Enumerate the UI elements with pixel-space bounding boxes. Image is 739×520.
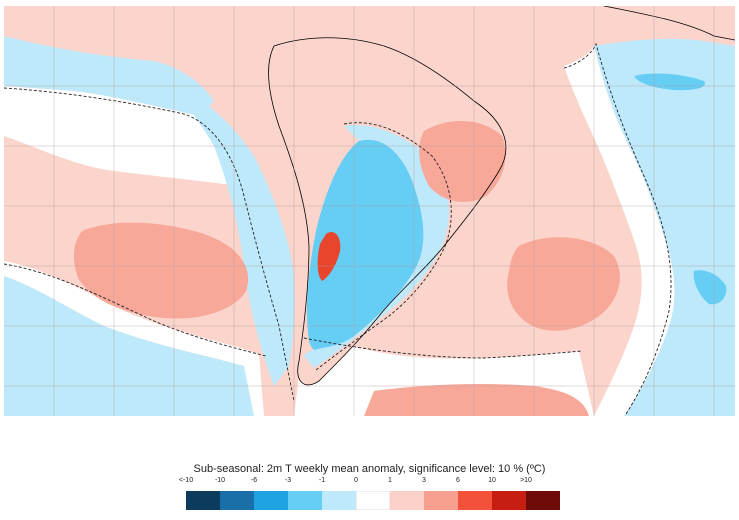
significance-contour-pacific [4, 87, 295, 402]
warm-region-atlantic [507, 237, 620, 331]
significance-contour-southwest [4, 263, 267, 357]
colorbar-swatch [322, 491, 356, 510]
colorbar-tick-label: -6 [250, 477, 258, 484]
cold-region-west-pacific [4, 36, 214, 116]
cold-region-south-america [306, 139, 424, 353]
warm-region-south-atlantic [364, 383, 589, 416]
significance-contour-atlantic [563, 42, 672, 415]
mid-cold-patch-east [693, 270, 727, 305]
colorbar-swatch [492, 491, 526, 510]
colorbar-title: Sub-seasonal: 2m T weekly mean anomaly, … [193, 463, 546, 475]
coastline-south-america [268, 37, 507, 386]
anomaly-map [4, 6, 735, 416]
neutral-band-pacific [4, 86, 239, 186]
colorbar-tick-label: >10 [520, 477, 532, 484]
colorbar-tick-label: -10 [214, 477, 226, 484]
colorbar-swatch [526, 491, 560, 510]
strong-warm-andes [317, 231, 341, 281]
neutral-band-east-atlantic [564, 46, 675, 416]
colorbar-swatch [288, 491, 322, 510]
colorbar-tick-label: 10 [488, 477, 496, 484]
colorbar-swatch [390, 491, 424, 510]
significance-contour-sa-core [315, 122, 452, 371]
colorbar-swatch [186, 491, 220, 510]
cold-region-southwest-pacific [4, 276, 254, 416]
colorbar-swatch [254, 491, 288, 510]
colorbar-tick-label: -1 [318, 477, 326, 484]
colorbar-swatch [356, 491, 390, 510]
colorbar-tick-label: -3 [284, 477, 292, 484]
warm-region-pacific [73, 222, 249, 319]
coastline-africa [603, 6, 735, 41]
colorbar-tick-label: 6 [456, 477, 460, 484]
colorbar-swatch [424, 491, 458, 510]
cold-region-east-atlantic [594, 38, 735, 416]
colorbar-swatch [458, 491, 492, 510]
colorbar-swatch [220, 491, 254, 510]
colorbar-tick-label: 3 [422, 477, 426, 484]
colorbar-tick-label: <-10 [178, 477, 194, 484]
colorbar-tick-label: 0 [354, 477, 358, 484]
cold-region-pacific-coast [174, 86, 295, 386]
neutral-band-southwest [4, 261, 264, 416]
colorbar-tick-label: 1 [388, 477, 392, 484]
warm-region-brazil [419, 120, 506, 202]
